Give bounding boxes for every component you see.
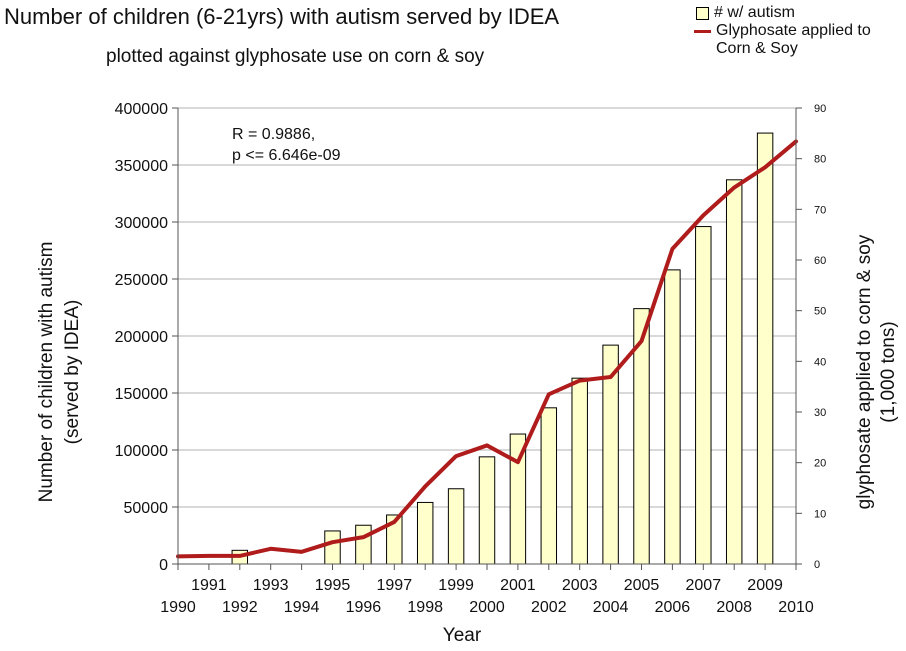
y-tick-label: 400000 [115, 101, 168, 118]
y-axis-label-line-1: Number of children with autism [36, 242, 57, 503]
x-tick-label-upper: 1993 [253, 577, 289, 594]
chart-title: Number of children (6-21yrs) with autism… [4, 4, 560, 29]
line-series [176, 139, 798, 559]
x-tick-label-lower: 2000 [469, 599, 505, 616]
bar-1995 [324, 530, 341, 565]
y2-tick-label: 60 [814, 255, 826, 267]
x-tick-label-lower: 1998 [407, 599, 443, 616]
y2-tick-label: 50 [814, 306, 826, 318]
y-axis-label-line-2: (served by IDEA) [62, 300, 83, 445]
y2-axis-label-line-2: (1,000 tons) [878, 321, 899, 422]
bar-2009 [756, 132, 774, 565]
bar-2006 [664, 269, 681, 565]
x-tick-label-upper: 1995 [315, 577, 351, 594]
y-tick-label: 150000 [115, 386, 168, 403]
x-tick-label-lower: 1996 [346, 599, 382, 616]
annotation-line-1: R = 0.9886, [232, 126, 315, 143]
bar-2003 [571, 377, 588, 565]
x-tick-label-upper: 2007 [686, 577, 722, 594]
bar-2002 [540, 407, 558, 565]
glyphosate-line [176, 139, 798, 559]
x-tick-label-lower: 2004 [593, 599, 629, 616]
legend-entry-autism: # w/ autism [694, 4, 871, 22]
bar-2007 [695, 226, 712, 565]
annotation-line-2: p <= 6.646e-09 [232, 147, 341, 164]
y2-tick-label: 40 [814, 356, 826, 368]
y-tick-label: 200000 [115, 329, 168, 346]
tick-labels: 0 50000 100000 150000 200000 250000 300000 3500… [115, 101, 827, 616]
bar-1999 [447, 488, 465, 565]
x-tick-label-lower: 2002 [531, 599, 567, 616]
x-tick-label-lower: 1992 [222, 599, 258, 616]
y2-tick-label: 70 [814, 204, 826, 216]
x-tick-label-upper: 1997 [377, 577, 413, 594]
legend-line-label-2: Corn & Soy [716, 40, 798, 57]
axes [172, 107, 802, 570]
legend-bar-label: # w/ autism [714, 4, 795, 21]
legend-bar-swatch [696, 7, 709, 20]
y-tick-label: 250000 [115, 272, 168, 289]
bar-2008 [725, 179, 743, 565]
x-tick-label-upper: 1991 [191, 577, 227, 594]
y2-axis-label-line-1: glyphosate applied to corn & soy [854, 234, 875, 509]
x-tick-label-upper: 2003 [562, 577, 598, 594]
bar-1996 [355, 524, 372, 565]
bar-1998 [416, 501, 434, 565]
y2-tick-label: 0 [814, 559, 820, 571]
y-tick-label: 50000 [124, 500, 169, 517]
y2-tick-label: 20 [814, 458, 826, 470]
x-tick-label-lower: 1994 [284, 599, 320, 616]
x-tick-label-lower: 2006 [655, 599, 691, 616]
y2-tick-label: 80 [814, 154, 826, 166]
y2-tick-label: 30 [814, 407, 826, 419]
legend-line-label-1: Glyphosate applied to [716, 22, 871, 39]
x-tick-label-upper: 2009 [747, 577, 783, 594]
bar-2000 [478, 456, 496, 565]
legend: # w/ autism Glyphosate applied to Corn &… [694, 4, 871, 58]
y-tick-label: 350000 [115, 158, 168, 175]
y-tick-label: 100000 [115, 443, 168, 460]
bar-series [231, 132, 774, 565]
y2-tick-label: 10 [814, 508, 826, 520]
legend-entry-glyphosate: Glyphosate applied to Corn & Soy [694, 22, 871, 58]
x-tick-label-upper: 1999 [438, 577, 474, 594]
legend-line-swatch [694, 30, 711, 33]
y-tick-label: 0 [159, 557, 168, 574]
y-tick-label: 300000 [115, 215, 168, 232]
y2-tick-label: 90 [814, 103, 826, 115]
x-tick-label-upper: 2005 [624, 577, 660, 594]
x-tick-label-lower: 2008 [716, 599, 752, 616]
x-axis-label: Year [443, 625, 482, 646]
x-tick-label-lower: 1990 [160, 599, 196, 616]
chart-subtitle: plotted against glyphosate use on corn &… [106, 46, 485, 67]
x-tick-label-upper: 2001 [500, 577, 536, 594]
x-tick-label-lower: 2010 [778, 599, 814, 616]
